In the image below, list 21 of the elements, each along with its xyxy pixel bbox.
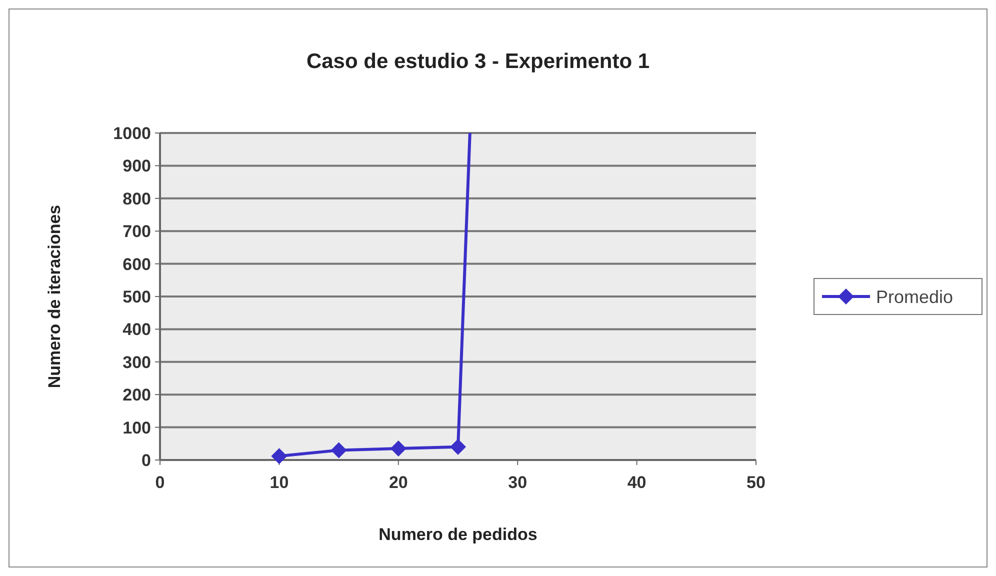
x-tick-label: 50 xyxy=(746,473,766,492)
y-tick-label: 900 xyxy=(122,156,151,176)
x-tick-label: 0 xyxy=(155,473,165,492)
y-tick-label: 300 xyxy=(122,352,151,372)
x-tick-label: 30 xyxy=(508,473,528,492)
x-tick-label: 40 xyxy=(627,473,646,492)
y-tick-label: 400 xyxy=(122,320,151,340)
y-axis-title: Numero de iteraciones xyxy=(45,204,64,388)
y-tick-label: 1000 xyxy=(113,124,151,143)
y-tick-label: 200 xyxy=(122,386,151,405)
y-tick-label: 500 xyxy=(122,287,151,306)
x-tick-label: 20 xyxy=(388,473,408,492)
y-tick-label: 800 xyxy=(122,189,151,208)
legend-label: Promedio xyxy=(876,286,954,307)
x-axis-title: Numero de pedidos xyxy=(378,525,538,544)
x-tick-label: 10 xyxy=(270,473,289,492)
y-tick-label: 600 xyxy=(122,254,151,274)
chart-title: Caso de estudio 3 - Experimento 1 xyxy=(306,50,650,73)
y-tick-label: 700 xyxy=(122,222,151,242)
y-tick-label: 0 xyxy=(142,450,151,470)
y-tick-label: 100 xyxy=(122,418,151,438)
